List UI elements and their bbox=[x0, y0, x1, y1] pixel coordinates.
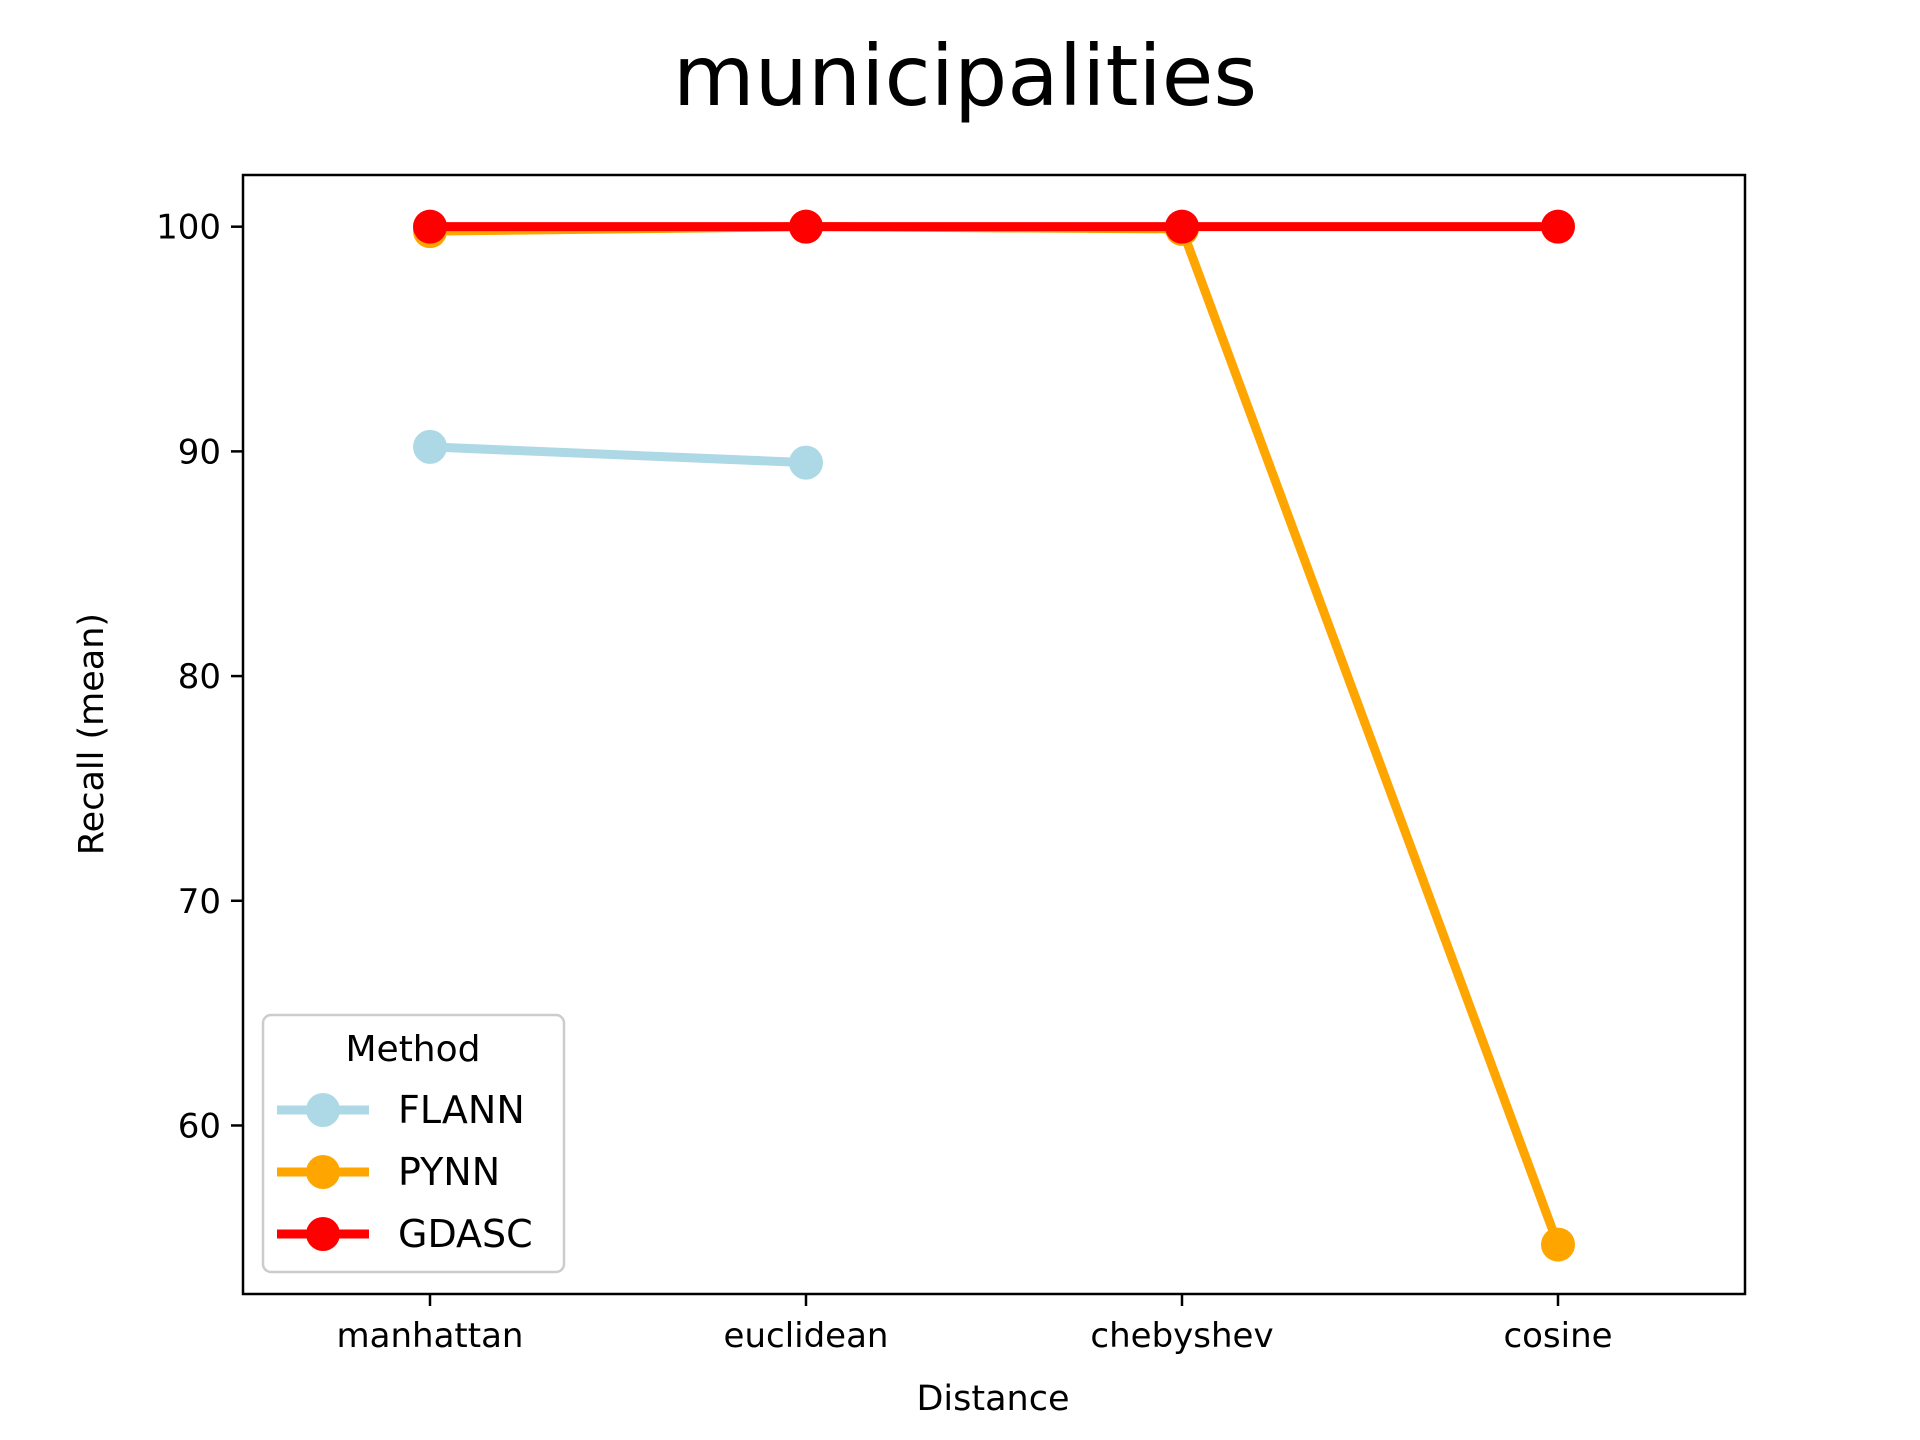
series-layer bbox=[413, 209, 1575, 1262]
legend-entry-flann: FLANN bbox=[277, 1088, 525, 1132]
x-tick-label-euclidean: euclidean bbox=[724, 1316, 889, 1356]
plot-area bbox=[241, 173, 1747, 1296]
x-tick-label-chebyshev: chebyshev bbox=[1090, 1316, 1273, 1356]
point-gdasc-cosine bbox=[1541, 209, 1575, 244]
y-axis: 60 70 80 90 100 bbox=[156, 208, 243, 1146]
x-axis-label: Distance bbox=[916, 1379, 1069, 1419]
legend: Method FLANN PYNN GDASC bbox=[261, 1013, 566, 1274]
point-gdasc-chebyshev bbox=[1165, 209, 1199, 244]
legend-entry-pynn: PYNN bbox=[277, 1150, 500, 1194]
series-line-pynn bbox=[429, 222, 1563, 1247]
series-pynn bbox=[413, 209, 1575, 1262]
y-tick-label: 80 bbox=[178, 657, 221, 697]
legend-title: Method bbox=[345, 1029, 480, 1070]
x-axis: manhattan euclidean chebyshev cosine bbox=[337, 1294, 1613, 1356]
y-tick-label: 100 bbox=[156, 208, 221, 248]
series-flann bbox=[413, 429, 823, 480]
legend-entries: FLANN PYNN GDASC bbox=[277, 1088, 533, 1256]
y-axis-label: Recall (mean) bbox=[72, 613, 112, 855]
point-flann-manhattan bbox=[413, 429, 447, 464]
x-tick-label-cosine: cosine bbox=[1503, 1316, 1612, 1356]
legend-box bbox=[261, 1013, 566, 1274]
point-gdasc-euclidean bbox=[789, 209, 823, 244]
series-gdasc bbox=[413, 209, 1575, 244]
point-pynn-cosine bbox=[1541, 1227, 1575, 1262]
y-tick-label: 60 bbox=[178, 1106, 221, 1146]
legend-label-flann: FLANN bbox=[398, 1088, 525, 1132]
x-tick-label-manhattan: manhattan bbox=[337, 1316, 524, 1356]
legend-swatch-marker-pynn bbox=[306, 1155, 340, 1189]
y-tick-label: 70 bbox=[178, 882, 221, 922]
series-line-flann bbox=[429, 442, 807, 468]
legend-label-pynn: PYNN bbox=[398, 1150, 500, 1194]
legend-swatch-marker-flann bbox=[306, 1093, 340, 1127]
legend-label-gdasc: GDASC bbox=[398, 1212, 533, 1256]
point-flann-euclidean bbox=[789, 445, 823, 480]
y-tick-label: 90 bbox=[178, 432, 221, 472]
legend-entry-gdasc: GDASC bbox=[277, 1212, 533, 1256]
point-gdasc-manhattan bbox=[413, 209, 447, 244]
chart-title: municipalities bbox=[673, 27, 1257, 125]
legend-swatch-marker-gdasc bbox=[306, 1217, 340, 1251]
